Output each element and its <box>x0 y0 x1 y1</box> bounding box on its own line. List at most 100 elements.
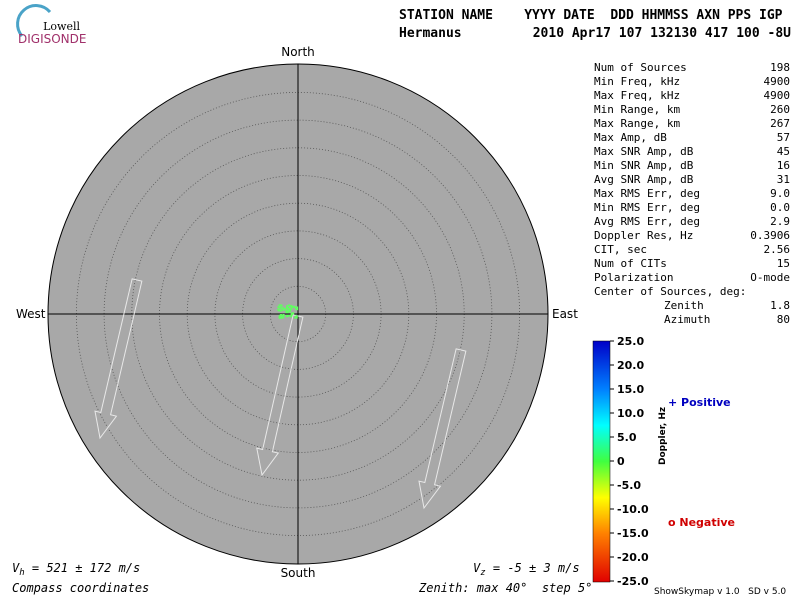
source-point <box>279 314 282 317</box>
colorbar-tick-label: 0 <box>617 455 625 468</box>
positive-label: + Positive <box>668 396 731 409</box>
arrow <box>256 314 304 477</box>
source-point <box>278 316 281 319</box>
source-point <box>295 316 298 319</box>
stat-value: 198 <box>770 61 790 74</box>
stat-value: 2.9 <box>770 215 790 228</box>
stat-value: 4900 <box>764 89 791 102</box>
zenith-value: 1.8 <box>770 299 790 312</box>
stat-label: Avg RMS Err, deg <box>594 215 700 228</box>
source-point <box>281 314 284 317</box>
source-point <box>282 307 285 310</box>
source-point <box>295 315 298 318</box>
source-point <box>277 306 280 309</box>
vh: Vh = 521 ± 172 m/s <box>12 561 140 578</box>
stat-value: 57 <box>777 131 790 144</box>
stat-label: Max Range, km <box>594 117 680 130</box>
stat-value: 4900 <box>764 75 791 88</box>
colorbar-label: Doppler, Hz <box>658 407 668 465</box>
colorbar-tick-label: -10.0 <box>617 503 649 516</box>
source-point <box>293 305 296 308</box>
stat-label: CIT, sec <box>594 243 647 256</box>
stat-label: Min Freq, kHz <box>594 75 680 88</box>
source-point <box>288 310 291 313</box>
source-point <box>287 308 290 311</box>
source-point <box>282 316 285 319</box>
header-labels: STATION NAME YYYY DATE DDD HHMMSS AXN PP… <box>399 8 783 23</box>
colorbar-ticks: 25.0 20.0 15.0 10.0 5.0 0 -5.0 -10.0 -15.0 -20.0 -… <box>610 335 649 588</box>
colorbar-tick-label: 5.0 <box>617 431 637 444</box>
azimuth-label: Azimuth <box>664 313 710 326</box>
source-point <box>294 316 297 319</box>
sources <box>277 304 299 319</box>
stat-value: 15 <box>777 257 790 270</box>
header-values: 2010 Apr17 107 132130 417 100 -8U <box>533 26 791 41</box>
stat-label: Min RMS Err, deg <box>594 201 700 214</box>
stat-label: Max RMS Err, deg <box>594 187 700 200</box>
stat-value: 9.0 <box>770 187 790 200</box>
source-point <box>290 306 293 309</box>
source-point <box>277 308 280 311</box>
stat-label: Max Amp, dB <box>594 131 667 144</box>
source-point <box>287 314 290 317</box>
source-point <box>280 304 283 307</box>
colorbar-tick-label: 25.0 <box>617 335 644 348</box>
stat-value: 260 <box>770 103 790 116</box>
source-point <box>280 316 283 319</box>
stat-label: Avg SNR Amp, dB <box>594 173 694 186</box>
source-point <box>286 315 289 318</box>
colorbar <box>592 340 611 583</box>
stat-label: Num of CITs <box>594 257 667 270</box>
colorbar-tick-label: 10.0 <box>617 407 644 420</box>
source-point <box>279 309 282 312</box>
arrow <box>94 278 143 440</box>
stat-value: 0.0 <box>770 201 790 214</box>
source-point <box>291 305 294 308</box>
logo-top: Lowell <box>43 20 80 33</box>
azimuth-value: 80 <box>777 313 790 326</box>
velocity-arrows <box>94 278 467 510</box>
south-label: South <box>281 566 316 580</box>
source-point <box>296 308 299 311</box>
stat-label: Max SNR Amp, dB <box>594 145 694 158</box>
source-point <box>291 313 294 316</box>
stats-table: Num of Sources 198 Min Freq, kHz 4900 Max Fr… <box>594 61 790 284</box>
stat-label: Min SNR Amp, dB <box>594 159 694 172</box>
source-point <box>278 304 281 307</box>
source-point <box>288 304 291 307</box>
source-point <box>290 304 293 307</box>
source-point <box>290 315 293 318</box>
colorbar-tick-label: -5.0 <box>617 479 641 492</box>
colorbar-tick-label: -20.0 <box>617 551 649 564</box>
stat-label: Num of Sources <box>594 61 687 74</box>
source-point <box>290 307 293 310</box>
source-point <box>279 306 282 309</box>
logo-swoosh <box>16 4 52 37</box>
source-point <box>283 308 286 311</box>
stat-value: 31 <box>777 173 790 186</box>
coords-note: Compass coordinates <box>12 581 149 595</box>
stat-value: 45 <box>777 145 790 158</box>
stat-value: O-mode <box>750 271 790 284</box>
logo-bottom: DIGISONDE <box>18 32 86 46</box>
center-label: Center of Sources, deg: <box>594 285 746 298</box>
stat-label: Doppler Res, Hz <box>594 229 693 242</box>
arrow <box>418 348 467 510</box>
version: ShowSkymap v 1.0 SD v 5.0 <box>654 587 786 597</box>
source-point <box>286 307 289 310</box>
colorbar-tick-label: 15.0 <box>617 383 644 396</box>
stat-value: 2.56 <box>764 243 791 256</box>
stat-label: Polarization <box>594 271 673 284</box>
stat-value: 16 <box>777 159 790 172</box>
west-label: West <box>16 307 46 321</box>
stat-value: 0.3906 <box>750 229 790 242</box>
colorbar-tick-label: -25.0 <box>617 575 649 588</box>
north-label: North <box>281 45 315 59</box>
stat-label: Max Freq, kHz <box>594 89 680 102</box>
east-label: East <box>552 307 578 321</box>
source-point <box>296 306 299 309</box>
colorbar-tick-label: 20.0 <box>617 359 644 372</box>
station-name: Hermanus <box>399 26 462 41</box>
negative-label: o Negative <box>668 516 735 529</box>
